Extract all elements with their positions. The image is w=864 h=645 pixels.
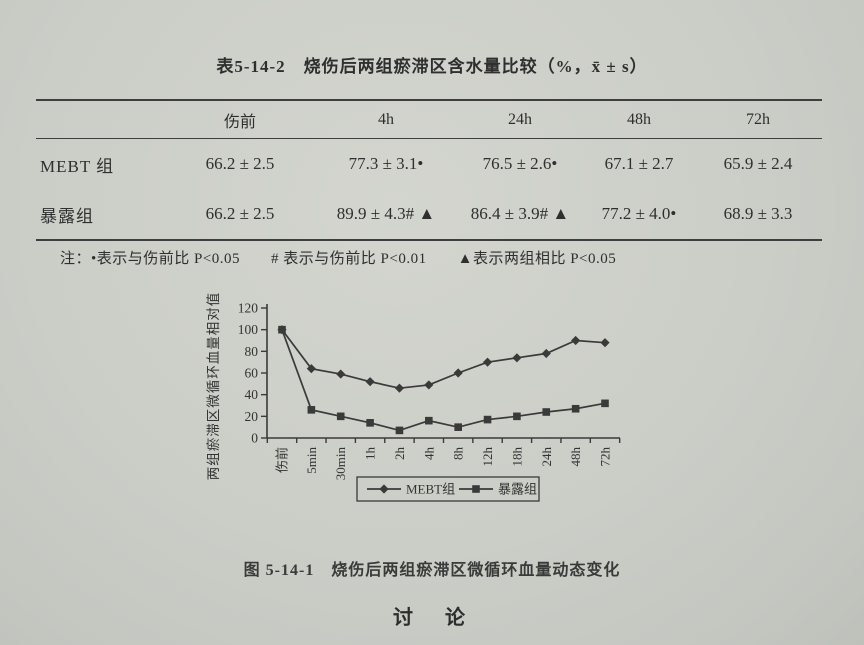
y-tick-label: 20 [245,409,259,424]
table-cell: 68.9 ± 3.3 [723,204,793,223]
water-content-table: 伤前 4h 24h 48h 72h MEBT 组 66.2 ± 2.5 77.3… [36,99,822,241]
data-point-square [601,399,609,408]
data-point-diamond [336,369,346,379]
data-point-diamond [394,383,405,393]
table-footnote: 注：•表示与伤前比 P<0.05 # 表示与伤前比 P<0.01 ▲表示两组相比… [60,251,617,267]
table-cell: 77.2 ± 4.0• [601,204,677,223]
data-point-diamond [482,357,493,367]
table-header-cell: 48h [627,110,651,128]
data-point-square [395,426,404,435]
x-category-label: 1h [363,447,378,461]
data-point-square [336,412,345,421]
table-header-cell: 4h [378,110,394,128]
row-label: 暴露组 [40,206,94,226]
table-header-cell: 24h [508,110,532,128]
x-category-label: 12h [480,447,495,467]
x-category-label: 72h [598,447,613,467]
table-header-cell: 72h [746,110,770,128]
data-point-square [571,404,580,413]
y-axis-title: 两组瘀滞区微循环血量相对值 [205,292,221,481]
data-point-square [483,415,492,424]
legend-box [356,476,540,502]
table-cell: 86.4 ± 3.9# ▲ [470,204,570,223]
table-cell: 89.9 ± 4.3# ▲ [336,204,436,223]
table-header-row: 伤前 4h 24h 48h 72h [36,101,822,139]
y-tick-label: 40 [245,387,259,402]
table-title: 表5-14-2 烧伤后两组瘀滞区含水量比较（%，x̄ ± s） [216,57,648,76]
table-cell: 66.2 ± 2.5 [205,204,275,223]
data-point-diamond [424,380,434,390]
x-category-label: 48h [568,447,583,467]
table-row-exposed: 暴露组 66.2 ± 2.5 89.9 ± 4.3# ▲ 86.4 ± 3.9#… [36,189,822,239]
table-header-cell: 伤前 [223,113,256,131]
x-category-label: 30min [333,447,348,481]
data-point-square [278,325,286,334]
data-point-diamond [571,335,581,346]
x-category-label: 18h [509,447,524,467]
y-tick-label: 0 [251,431,258,446]
y-tick-label: 100 [238,322,259,337]
microcirculation-line-chart: 0 20 40 60 80 100 120 伤前 5min 30min 1h 2h 4h 8h 12h 18h… [205,286,685,526]
x-category-label: 4h [421,447,436,461]
table-row-mebt: MEBT 组 66.2 ± 2.5 77.3 ± 3.1• 76.5 ± 2.6… [36,139,822,189]
legend-label: 暴露组 [498,482,537,497]
y-tick-label: 80 [245,344,259,359]
data-point-diamond [453,368,463,378]
table-cell: 76.5 ± 2.6• [482,154,558,173]
table-cell: 65.9 ± 2.4 [723,154,793,173]
legend-label: MEBT组 [406,482,455,497]
x-category-label: 2h [392,447,407,461]
y-tick-label: 120 [238,301,259,316]
data-point-diamond [600,338,610,348]
legend-marker-square [472,485,480,493]
data-point-square [454,423,462,431]
series-line-diamond [281,329,606,390]
x-category-label: 5min [304,447,319,474]
data-point-square [307,406,316,414]
row-label: MEBT 组 [40,156,115,176]
data-point-square [542,408,551,416]
table-cell: 66.2 ± 2.5 [205,154,275,173]
y-tick-label: 60 [245,366,259,381]
legend-marker-diamond [379,484,389,494]
series-line-square [281,329,606,432]
table-cell: 67.1 ± 2.7 [604,154,674,173]
x-category-label: 24h [539,447,554,467]
data-point-diamond [512,353,522,363]
x-category-label: 伤前 [275,447,290,473]
data-point-diamond [541,348,551,359]
section-heading-discussion: 讨 论 [393,607,471,629]
data-point-square [513,412,521,421]
table-cell: 77.3 ± 3.1• [348,154,424,173]
x-category-label: 8h [451,447,466,461]
data-point-square [366,419,374,427]
data-point-square [425,416,433,425]
chart-canvas: 0 20 40 60 80 100 120 伤前 5min 30min 1h 2h 4h 8h 12h 18h… [205,292,621,502]
data-point-diamond [365,377,375,387]
figure-caption: 图 5-14-1 烧伤后两组瘀滞区微循环血量动态变化 [243,562,621,579]
